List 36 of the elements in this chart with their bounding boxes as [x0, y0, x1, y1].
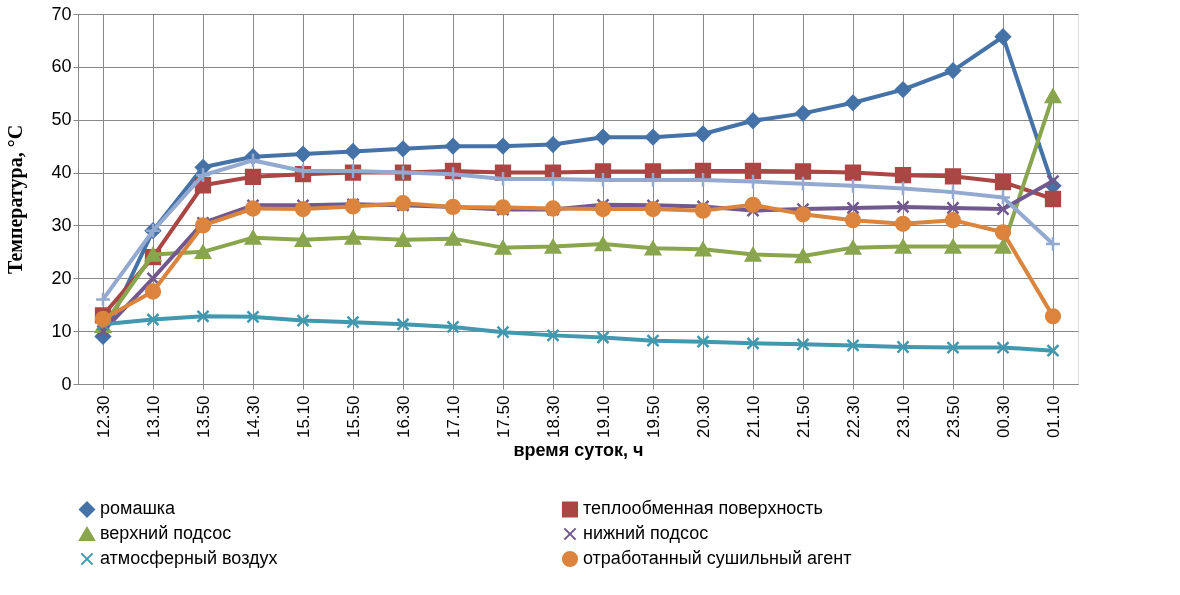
y-tick-label: 20 [51, 267, 72, 288]
y-tick-label: 10 [51, 320, 72, 341]
x-tick-label: 16.30 [393, 395, 413, 439]
y-tick-label: 70 [51, 3, 72, 24]
x-tick-label: 12.30 [93, 395, 113, 439]
x-tick-label: 15.10 [293, 395, 313, 439]
x-tick-label: 17.10 [443, 395, 463, 439]
x-tick-label: 23.50 [943, 395, 963, 439]
legend-label: отработанный сушильный агент [583, 548, 852, 568]
legend-label: нижний подсос [583, 523, 709, 543]
y-tick-label: 30 [51, 214, 72, 235]
x-tick-label: 22.30 [843, 395, 863, 439]
y-tick-label: 60 [51, 56, 72, 77]
x-tick-label: 00.30 [993, 395, 1013, 439]
legend-label: верхний подсос [100, 523, 232, 543]
x-tick-label: 01.10 [1043, 395, 1063, 439]
x-tick-label: 23.10 [893, 395, 913, 439]
x-tick-label: 14.30 [243, 395, 263, 439]
x-tick-label: 15.50 [343, 395, 363, 439]
y-tick-label: 0 [61, 373, 72, 394]
legend-label: ромашка [100, 498, 177, 519]
legend-label: атмосферный воздух [100, 548, 278, 568]
legend-label: теплообменная поверхность [583, 498, 823, 519]
x-tick-label: 21.10 [743, 395, 763, 439]
x-axis-title: время суток, ч [513, 440, 644, 461]
y-tick-label: 50 [51, 109, 72, 130]
x-tick-label: 19.10 [593, 395, 613, 439]
x-tick-label: 19.50 [643, 395, 663, 439]
y-axis-title: Температура, °С [4, 124, 28, 275]
x-tick-label: 18.30 [543, 395, 563, 439]
x-tick-label: 17.50 [493, 395, 513, 439]
y-tick-label: 40 [51, 162, 72, 183]
x-tick-label: 20.30 [693, 395, 713, 439]
x-tick-label: 13.50 [193, 395, 213, 439]
x-tick-label: 13.10 [143, 395, 163, 439]
x-tick-label: 21.50 [793, 395, 813, 439]
